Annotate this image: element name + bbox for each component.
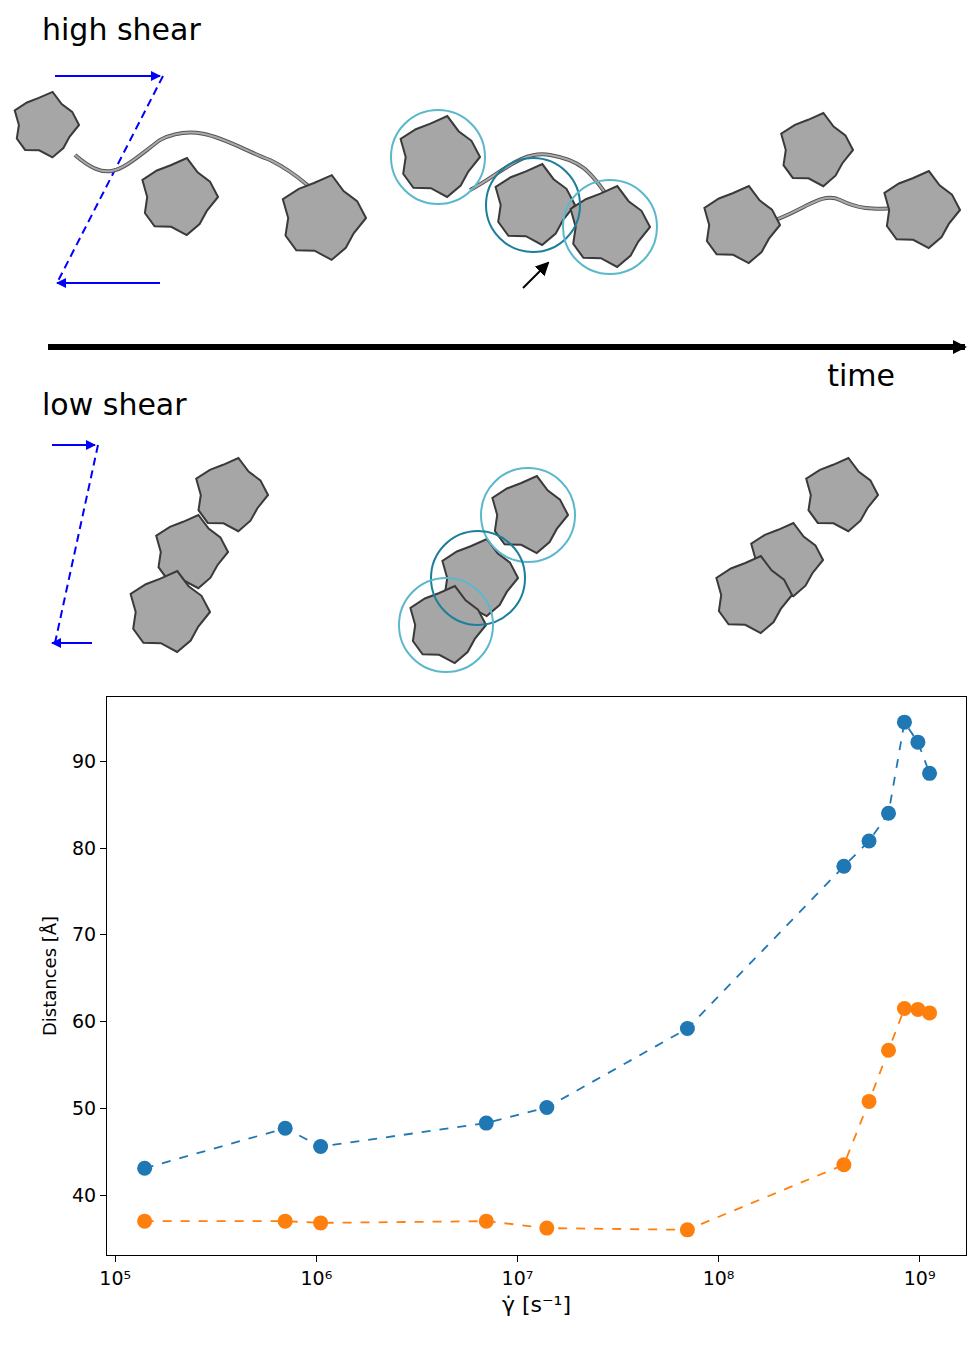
svg-text:60: 60 [72, 1010, 96, 1032]
svg-text:40: 40 [72, 1184, 96, 1206]
svg-text:90: 90 [72, 750, 96, 772]
svg-text:50: 50 [72, 1097, 96, 1119]
svg-text:low shear: low shear [42, 387, 187, 422]
svg-text:Distances [Å]: Distances [Å] [39, 916, 60, 1036]
svg-text:70: 70 [72, 923, 96, 945]
svg-text:10⁵: 10⁵ [99, 1267, 131, 1289]
svg-text:80: 80 [72, 837, 96, 859]
svg-text:10⁹: 10⁹ [904, 1267, 936, 1289]
svg-text:10⁸: 10⁸ [703, 1267, 735, 1289]
svg-text:10⁷: 10⁷ [502, 1267, 534, 1289]
svg-text:time: time [827, 358, 895, 393]
svg-text:γ̇ [s⁻¹]: γ̇ [s⁻¹] [502, 1292, 571, 1317]
svg-text:high shear: high shear [42, 12, 201, 47]
svg-text:10⁶: 10⁶ [300, 1267, 332, 1289]
